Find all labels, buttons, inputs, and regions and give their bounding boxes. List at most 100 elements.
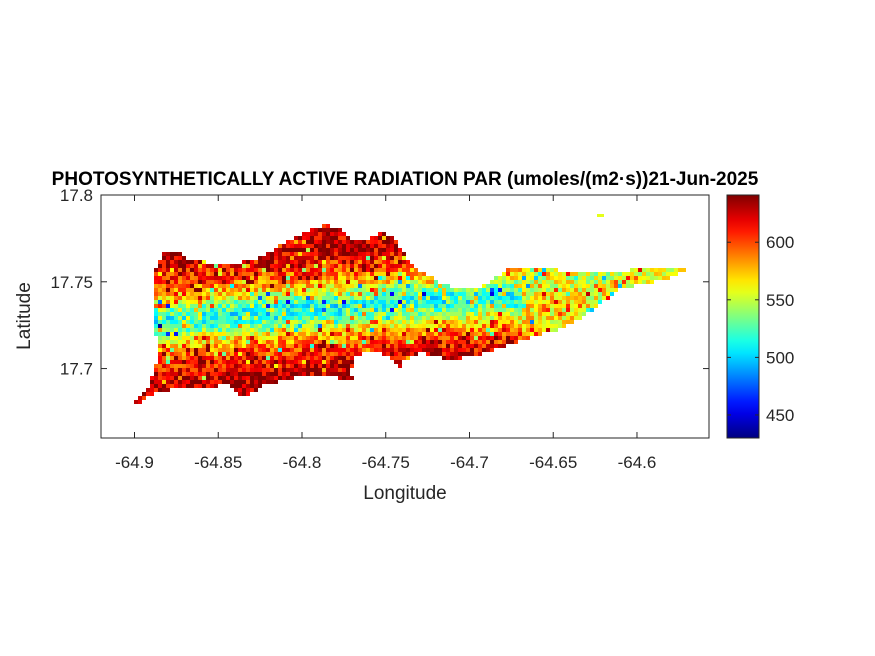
heatmap-cell (434, 344, 438, 348)
heatmap-cell (398, 296, 402, 300)
heatmap-cell (366, 244, 370, 248)
heatmap-cell (298, 340, 302, 344)
heatmap-cell (306, 352, 310, 356)
heatmap-cell (498, 320, 502, 324)
heatmap-cell (462, 312, 466, 316)
heatmap-cell (590, 308, 594, 312)
heatmap-cell (310, 356, 314, 360)
heatmap-cell (610, 292, 614, 296)
heatmap-cell (494, 320, 498, 324)
heatmap-cell (378, 244, 382, 248)
heatmap-cell (162, 368, 166, 372)
heatmap-cell (406, 340, 410, 344)
heatmap-cell (282, 312, 286, 316)
heatmap-cell (414, 268, 418, 272)
heatmap-cell (334, 304, 338, 308)
heatmap-cell (502, 308, 506, 312)
heatmap-cell (270, 296, 274, 300)
heatmap-cell (302, 324, 306, 328)
heatmap-cell (386, 332, 390, 336)
heatmap-cell (158, 280, 162, 284)
heatmap-cell (482, 316, 486, 320)
heatmap-cell (394, 260, 398, 264)
heatmap-cell (386, 304, 390, 308)
heatmap-cell (502, 328, 506, 332)
heatmap-cell (466, 300, 470, 304)
heatmap-cell (214, 284, 218, 288)
heatmap-cell (506, 320, 510, 324)
heatmap-cell (578, 296, 582, 300)
heatmap-cell (402, 324, 406, 328)
heatmap-cell (490, 308, 494, 312)
heatmap-cell (518, 276, 522, 280)
heatmap-cell (482, 320, 486, 324)
heatmap-cell (294, 248, 298, 252)
heatmap-cell (294, 368, 298, 372)
heatmap-cell (458, 312, 462, 316)
heatmap-cell (426, 292, 430, 296)
heatmap-cell (210, 320, 214, 324)
heatmap-cell (534, 276, 538, 280)
heatmap-cell (442, 312, 446, 316)
heatmap-cell (274, 376, 278, 380)
heatmap-cell (270, 364, 274, 368)
heatmap-cell (290, 304, 294, 308)
heatmap-cell (362, 292, 366, 296)
heatmap-cell (238, 372, 242, 376)
heatmap-cell (302, 232, 306, 236)
heatmap-cell (370, 312, 374, 316)
heatmap-cell (366, 288, 370, 292)
heatmap-cell (486, 344, 490, 348)
heatmap-cell (238, 264, 242, 268)
heatmap-cell (474, 312, 478, 316)
heatmap-cell (598, 276, 602, 280)
heatmap-cell (426, 276, 430, 280)
heatmap-cell (250, 276, 254, 280)
heatmap-cell (394, 304, 398, 308)
heatmap-cell (206, 316, 210, 320)
heatmap-cell (230, 344, 234, 348)
heatmap-cell (522, 284, 526, 288)
heatmap-cell (198, 288, 202, 292)
heatmap-cell (330, 300, 334, 304)
heatmap-cell (410, 268, 414, 272)
heatmap-cell (526, 308, 530, 312)
heatmap-cell (238, 296, 242, 300)
heatmap-cell (382, 324, 386, 328)
heatmap-cell (194, 328, 198, 332)
heatmap-cell (470, 296, 474, 300)
heatmap-cell (154, 284, 158, 288)
heatmap-cell (166, 360, 170, 364)
heatmap-cell (330, 276, 334, 280)
heatmap-cell (390, 348, 394, 352)
heatmap-cell (538, 328, 542, 332)
heatmap-cell (390, 308, 394, 312)
heatmap-cell (274, 320, 278, 324)
heatmap-cell (338, 284, 342, 288)
y-axis-label: Latitude (14, 282, 35, 350)
heatmap-cell (314, 304, 318, 308)
heatmap-cell (542, 284, 546, 288)
heatmap-cell (394, 316, 398, 320)
heatmap-cell (278, 288, 282, 292)
heatmap-cell (346, 356, 350, 360)
heatmap-cell (306, 292, 310, 296)
heatmap-cell (346, 352, 350, 356)
heatmap-cell (186, 384, 190, 388)
heatmap-cell (466, 340, 470, 344)
heatmap-cell (418, 324, 422, 328)
heatmap-cell (338, 352, 342, 356)
heatmap-cell (202, 316, 206, 320)
heatmap-cell (326, 256, 330, 260)
heatmap-cell (302, 372, 306, 376)
heatmap-cell (474, 328, 478, 332)
heatmap-cell (590, 280, 594, 284)
heatmap-cell (318, 232, 322, 236)
heatmap-cell (350, 264, 354, 268)
heatmap-cell (638, 280, 642, 284)
heatmap-cell (654, 272, 658, 276)
heatmap-cell (402, 328, 406, 332)
heatmap-cell (350, 260, 354, 264)
heatmap-cell (162, 380, 166, 384)
heatmap-cell (322, 324, 326, 328)
